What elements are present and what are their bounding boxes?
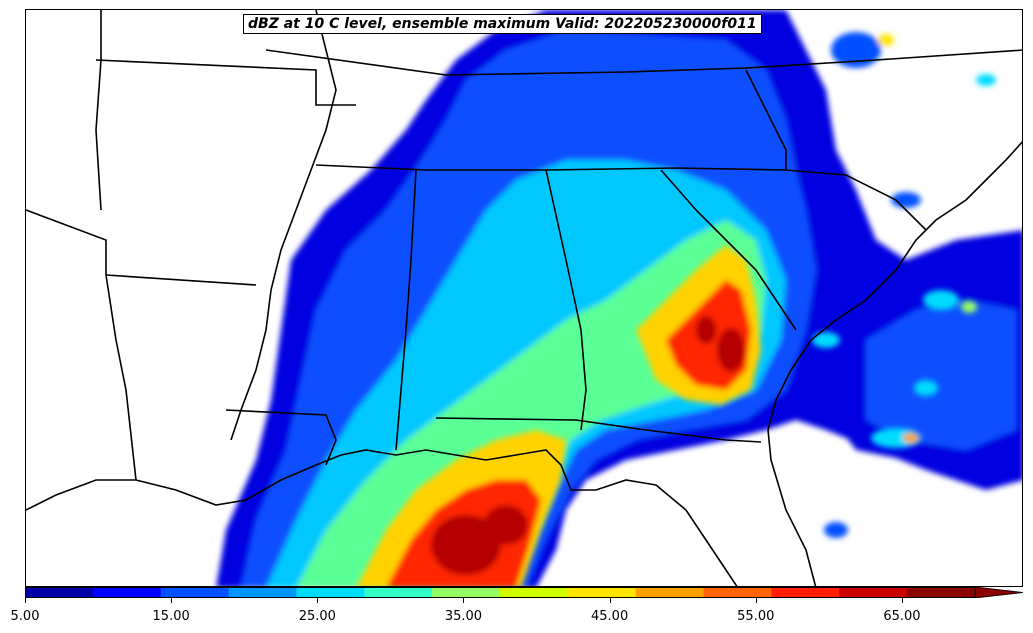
border-va-nc (745, 69, 787, 170)
colorbar-segment (160, 587, 230, 598)
mississippi-border (230, 10, 337, 441)
border-ok-west (95, 10, 102, 211)
colorbar-tick-label: 35.00 (444, 609, 483, 624)
colorbar-tick (755, 598, 757, 603)
echo-darkred-4 (696, 316, 716, 344)
colorbar-tick-label: 65.00 (883, 609, 921, 624)
map-title: dBZ at 10 C level, ensemble maximum Vali… (243, 14, 762, 34)
border-ky-tn (265, 49, 1022, 76)
colorbar-tick (171, 598, 173, 603)
colorbar-segment (703, 587, 772, 598)
colorbar-segment (567, 587, 637, 598)
colorbar-segment (907, 587, 976, 598)
colorbar-segment (839, 587, 908, 598)
colorbar-segment (771, 587, 840, 598)
border-la-ms (225, 409, 337, 466)
echo-east-blue (866, 300, 1016, 450)
colorbar-tick-label: 25.00 (298, 609, 336, 624)
colorbar-tick (463, 598, 465, 603)
colorbar-extend-arrow (974, 587, 1024, 598)
colorbar-tick (609, 598, 611, 603)
border-ok-tx (26, 209, 107, 275)
map-panel (25, 9, 1023, 587)
gulf-coastline (26, 449, 738, 586)
colorbar-outline (25, 587, 976, 598)
border-al-ga (545, 169, 587, 431)
border-ms-al (395, 169, 417, 451)
colorbar-segment (25, 587, 94, 598)
colorbar-segment (364, 587, 433, 598)
border-tn-south (315, 164, 787, 171)
border-ar-la (105, 274, 257, 286)
colorbar-tick (25, 598, 26, 603)
colorbar-segment (228, 587, 297, 598)
colorbar-segment (500, 587, 569, 598)
colorbar-segment (432, 587, 501, 598)
colorbar-tick-label: 55.00 (737, 609, 775, 624)
atlantic-coastline (767, 141, 1022, 586)
boundaries (26, 10, 1022, 586)
colorbar-tick-label: 15.00 (152, 609, 190, 624)
border-tx-la (105, 274, 137, 481)
border-al-fl (435, 417, 762, 443)
colorbar (25, 587, 1024, 598)
colorbar-segment (296, 587, 365, 598)
border-nc-sc (785, 169, 927, 231)
colorbar-tick (317, 598, 319, 603)
reflectivity-cores (357, 245, 761, 586)
echo-darkred-2 (484, 505, 528, 545)
reflectivity-map (26, 10, 1022, 586)
reflectivity-field (216, 10, 1022, 586)
border-mo-ar (95, 59, 356, 106)
colorbar-segment (92, 587, 162, 598)
colorbar-tick (901, 598, 903, 603)
colorbar-tick-label: 45.00 (591, 609, 629, 624)
echo-darkred-3 (717, 328, 745, 372)
colorbar-segment (635, 587, 705, 598)
east-cells (812, 32, 996, 538)
echo-darkred-1 (431, 515, 501, 575)
border-ga-sc (660, 169, 797, 331)
colorbar-tick-label: 5.00 (10, 609, 40, 624)
